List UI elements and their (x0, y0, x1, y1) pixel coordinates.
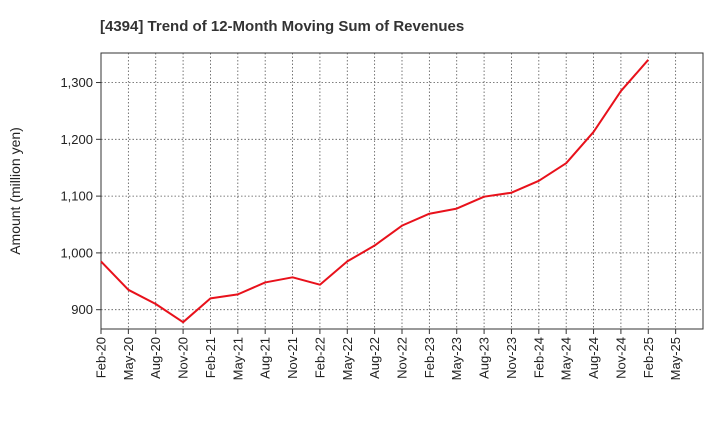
y-tick-label: 1,300 (60, 75, 93, 90)
x-axis: Feb-20 May-20 Aug-20 Nov-20 Feb-21 May-21 Aug-… (94, 329, 683, 380)
x-tick-label: May-20 (121, 337, 136, 380)
x-tick-label: Nov-23 (504, 337, 519, 379)
x-tick-label: Feb-21 (203, 337, 218, 378)
y-tick-label: 1,100 (60, 189, 93, 204)
x-tick-label: Nov-20 (176, 337, 191, 379)
y-axis-label: Amount (million yen) (7, 127, 23, 255)
x-tick-label: Feb-24 (531, 337, 546, 378)
x-tick-label: Nov-24 (613, 337, 628, 379)
x-tick-label: Aug-24 (586, 337, 601, 379)
y-tick-label: 900 (71, 302, 93, 317)
x-tick-label: May-25 (668, 337, 683, 380)
x-tick-label: Aug-21 (258, 337, 273, 379)
x-tick-label: Aug-22 (367, 337, 382, 379)
x-tick-label: May-24 (559, 337, 574, 380)
x-tick-label: May-21 (230, 337, 245, 380)
x-tick-label: Aug-23 (477, 337, 492, 379)
y-axis: 900 1,000 1,100 1,200 1,300 (60, 75, 101, 317)
x-tick-label: Feb-23 (422, 337, 437, 378)
x-tick-label: Feb-20 (94, 337, 109, 378)
y-tick-label: 1,200 (60, 132, 93, 147)
x-tick-label: May-22 (340, 337, 355, 380)
series-group (100, 59, 650, 324)
y-tick-label: 1,000 (60, 245, 93, 260)
x-tick-label: Feb-25 (641, 337, 656, 378)
x-tick-label: Feb-22 (312, 337, 327, 378)
x-tick-label: Nov-21 (285, 337, 300, 379)
chart-title: [4394] Trend of 12-Month Moving Sum of R… (100, 18, 464, 35)
series-line-revenue (100, 59, 650, 324)
x-tick-label: May-23 (449, 337, 464, 380)
grid-lines (101, 53, 703, 329)
x-tick-label: Nov-22 (395, 337, 410, 379)
x-tick-label: Aug-20 (148, 337, 163, 379)
